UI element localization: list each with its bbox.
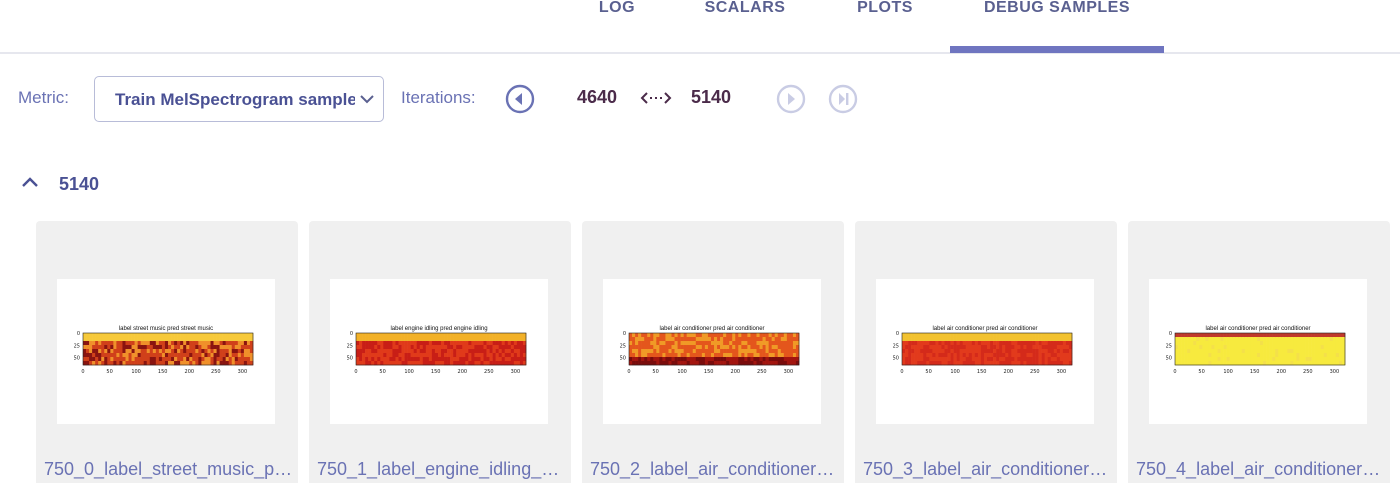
sample-card[interactable]: label street music pred street music 0 50 1… — [36, 221, 298, 483]
x-tick-label: 150 — [977, 369, 987, 375]
y-tick-label: 50 — [1166, 356, 1172, 362]
tab-plots[interactable]: PLOTS — [857, 0, 913, 16]
x-tick-label: 250 — [211, 369, 221, 375]
sample-label[interactable]: 750_3_label_air_conditioner_pred_air_con… — [863, 459, 1115, 479]
x-tick-label: 300 — [784, 369, 794, 375]
sample-card[interactable]: label air conditioner pred air condition… — [1128, 221, 1390, 483]
tab-bar: LOG SCALARS PLOTS DEBUG SAMPLES — [0, 0, 1400, 54]
y-tick-label: 0 — [896, 331, 899, 337]
iterations-label: Iterations: — [401, 88, 476, 107]
sample-card[interactable]: label engine idling pred engine idling 0 5… — [309, 221, 571, 483]
circle-skip-end-icon[interactable] — [828, 84, 858, 114]
y-tick-label: 25 — [893, 343, 899, 349]
x-tick-label: 200 — [1277, 369, 1287, 375]
x-tick-label: 50 — [1198, 369, 1204, 375]
x-tick-label: 250 — [484, 369, 494, 375]
y-tick-label: 0 — [623, 331, 626, 337]
x-tick-label: 50 — [652, 369, 658, 375]
x-tick-label: 150 — [704, 369, 714, 375]
metric-select[interactable]: Train MelSpectrogram samples — [94, 76, 384, 122]
x-tick-label: 100 — [404, 369, 414, 375]
x-tick-label: 0 — [81, 369, 84, 375]
tab-scalars[interactable]: SCALARS — [704, 0, 786, 16]
y-tick-label: 0 — [77, 331, 80, 337]
x-tick-label: 0 — [1173, 369, 1176, 375]
active-tab-indicator — [950, 46, 1164, 53]
x-tick-label: 50 — [379, 369, 385, 375]
x-tick-label: 50 — [106, 369, 112, 375]
x-tick-label: 50 — [925, 369, 931, 375]
thumbnail-caption: label street music pred street music — [118, 326, 214, 332]
sample-label[interactable]: 750_0_label_street_music_pred_street_mus… — [44, 459, 296, 479]
x-tick-label: 200 — [1004, 369, 1014, 375]
x-tick-label: 0 — [354, 369, 357, 375]
sample-thumbnail[interactable]: label engine idling pred engine idling 0 5… — [330, 279, 548, 424]
metric-label: Metric: — [18, 88, 69, 107]
x-tick-label: 150 — [158, 369, 168, 375]
sample-card[interactable]: label air conditioner pred air condition… — [582, 221, 844, 483]
tab-log[interactable]: LOG — [598, 0, 636, 16]
tab-debug-samples[interactable]: DEBUG SAMPLES — [983, 0, 1131, 16]
x-tick-label: 200 — [185, 369, 195, 375]
spectrogram-plot: 0 50 100 150 200 250 300 0 25 50 — [1166, 331, 1346, 375]
double-arrow-icon — [640, 92, 672, 104]
iteration-group-number: 5140 — [59, 174, 100, 194]
sample-thumbnail[interactable]: label air conditioner pred air condition… — [603, 279, 821, 424]
y-tick-label: 50 — [347, 356, 353, 362]
x-tick-label: 150 — [1250, 369, 1260, 375]
metric-select-value: Train MelSpectrogram samples — [115, 90, 355, 109]
y-tick-label: 50 — [893, 356, 899, 362]
x-tick-label: 100 — [131, 369, 141, 375]
x-tick-label: 250 — [1303, 369, 1313, 375]
spectrogram-plot: 0 50 100 150 200 250 300 0 25 50 — [347, 331, 527, 375]
x-tick-label: 300 — [1057, 369, 1067, 375]
thumbnail-caption: label air conditioner pred air condition… — [1205, 326, 1311, 332]
x-tick-label: 100 — [1223, 369, 1233, 375]
y-tick-label: 25 — [1166, 343, 1172, 349]
x-tick-label: 200 — [731, 369, 741, 375]
spectrogram-plot: 0 50 100 150 200 250 300 0 25 50 — [893, 331, 1073, 375]
x-tick-label: 300 — [1330, 369, 1340, 375]
chevron-up-icon[interactable] — [20, 174, 40, 190]
sample-thumbnail[interactable]: label air conditioner pred air condition… — [876, 279, 1094, 424]
sample-card[interactable]: label air conditioner pred air condition… — [855, 221, 1117, 483]
circle-left-icon[interactable] — [505, 84, 535, 114]
y-tick-label: 50 — [620, 356, 626, 362]
thumbnail-caption: label air conditioner pred air condition… — [659, 326, 765, 332]
spectrogram-plot: 0 50 100 150 200 250 300 0 25 50 — [620, 331, 800, 375]
y-tick-label: 50 — [74, 356, 80, 362]
thumbnail-caption: label engine idling pred engine idling — [390, 326, 488, 332]
x-tick-label: 150 — [431, 369, 441, 375]
x-tick-label: 0 — [627, 369, 630, 375]
circle-right-icon[interactable] — [776, 84, 806, 114]
x-tick-label: 250 — [1030, 369, 1040, 375]
sample-label[interactable]: 750_4_label_air_conditioner_pred_air_con… — [1136, 459, 1388, 479]
spectrogram-plot: 0 50 100 150 200 250 300 0 25 50 — [74, 331, 254, 375]
x-tick-label: 300 — [511, 369, 521, 375]
iteration-to: 5140 — [691, 87, 732, 107]
thumbnail-caption: label air conditioner pred air condition… — [932, 326, 1038, 332]
iteration-from: 4640 — [577, 87, 618, 107]
y-tick-label: 0 — [350, 331, 353, 337]
debug-samples-toolbar: Metric: Train MelSpectrogram samples Ite… — [0, 74, 1400, 122]
sample-thumbnail[interactable]: label air conditioner pred air condition… — [1149, 279, 1367, 424]
chevron-down-icon — [360, 95, 374, 104]
x-tick-label: 250 — [757, 369, 767, 375]
y-tick-label: 25 — [74, 343, 80, 349]
x-tick-label: 100 — [950, 369, 960, 375]
x-tick-label: 300 — [238, 369, 248, 375]
sample-thumbnail[interactable]: label street music pred street music 0 50 1… — [57, 279, 275, 424]
y-tick-label: 25 — [620, 343, 626, 349]
sample-label[interactable]: 750_1_label_engine_idling_pred_engine_id… — [317, 459, 569, 479]
sample-label[interactable]: 750_2_label_air_conditioner_pred_air_con… — [590, 459, 842, 479]
y-tick-label: 25 — [347, 343, 353, 349]
x-tick-label: 200 — [458, 369, 468, 375]
x-tick-label: 0 — [900, 369, 903, 375]
x-tick-label: 100 — [677, 369, 687, 375]
y-tick-label: 0 — [1169, 331, 1172, 337]
